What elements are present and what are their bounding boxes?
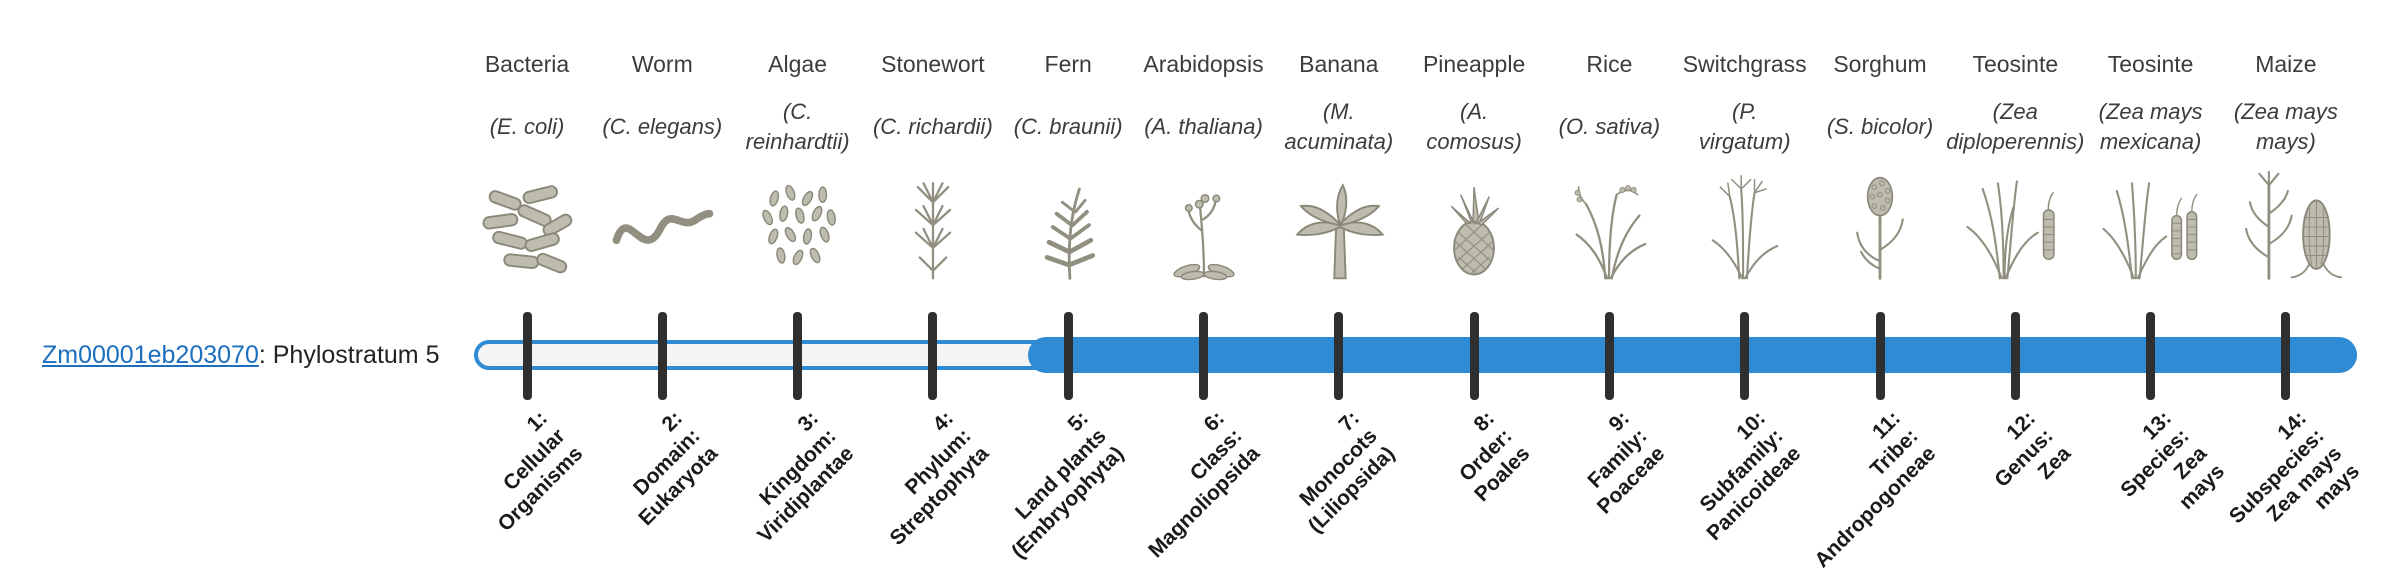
organism-scientific-name: (A. thaliana)	[1129, 94, 1279, 160]
organism-scientific-name: (C. elegans)	[587, 94, 737, 160]
organism-scientific-name-line: mays)	[2255, 129, 2316, 154]
algae-icon	[723, 168, 873, 284]
organism-name: Fern	[1044, 51, 1092, 77]
organism-column: Teosinte (Zea diploperennis)	[1940, 50, 2090, 284]
organism-scientific-name-line: (M.	[1322, 99, 1355, 124]
organism-column: Rice (O. sativa)	[1534, 50, 1684, 284]
rice-icon	[1534, 168, 1684, 284]
organism-scientific-name-line: (A. thaliana)	[1144, 114, 1263, 139]
organism-scientific-name: (Zea mays mexicana)	[2076, 94, 2226, 160]
phylostratum-tick	[1063, 312, 1073, 400]
organism-name: Worm	[631, 51, 693, 77]
phylostratum-tick	[2146, 312, 2156, 400]
organism-scientific-name-line: mexicana)	[2099, 129, 2202, 154]
stonewort-icon	[858, 168, 1008, 284]
organism-scientific-name: (C. braunii)	[993, 94, 1143, 160]
organism-column: Fern (C. braunii)	[993, 50, 1143, 284]
phylostratum-tick	[1740, 312, 1750, 400]
organism-scientific-name-line: (C.	[782, 99, 813, 124]
phylostratum-tick	[1604, 312, 1614, 400]
organism-scientific-name: (A. comosus)	[1399, 94, 1549, 160]
organism-name: Algae	[768, 51, 827, 77]
sorghum-icon	[1805, 168, 1955, 284]
organism-scientific-name: (O. sativa)	[1534, 94, 1684, 160]
organism-scientific-name-line: diploperennis)	[1946, 129, 2085, 154]
switchgrass-icon	[1670, 168, 1820, 284]
organism-scientific-name: (C. reinhardtii)	[723, 94, 873, 160]
phylostratum-tick	[657, 312, 667, 400]
organism-name: Switchgrass	[1682, 51, 1807, 77]
worm-icon	[587, 168, 737, 284]
organism-scientific-name-line: (Zea mays	[2233, 99, 2338, 124]
fern-icon	[993, 168, 1143, 284]
arabidopsis-icon	[1129, 168, 1279, 284]
phylostratum-bar-fill	[1028, 337, 2357, 373]
organism-column: Bacteria (E. coli)	[452, 50, 602, 284]
organism-scientific-name: (Zea mays mays)	[2211, 94, 2361, 160]
phylostratum-tick	[1199, 312, 1208, 400]
organism-name: Rice	[1586, 51, 1633, 77]
organism-name: Bacteria	[484, 51, 570, 77]
teosinte-icon	[1940, 168, 2090, 284]
organism-column: Teosinte (Zea mays mexicana)	[2076, 50, 2226, 284]
phylostratum-tick	[928, 312, 938, 400]
organism-scientific-name-line: (O. sativa)	[1558, 114, 1661, 139]
phylostratum-tick	[522, 312, 532, 400]
bacteria-icon	[452, 168, 602, 284]
phylostratum-tick	[1875, 312, 1885, 400]
organism-scientific-name-line: (C. braunii)	[1013, 114, 1123, 139]
organism-column: Worm (C. elegans)	[587, 50, 737, 284]
organism-scientific-name: (Zea diploperennis)	[1940, 94, 2090, 160]
organism-scientific-name-line: (S. bicolor)	[1826, 114, 1934, 139]
gene-phylostratum-text: : Phylostratum 5	[258, 341, 440, 369]
organism-scientific-name-line: (C. elegans)	[602, 114, 723, 139]
organism-scientific-name-line: reinhardtii)	[745, 129, 850, 154]
organism-scientific-name-line: (P.	[1732, 99, 1758, 124]
organism-column: Pineapple (A. comosus)	[1399, 50, 1549, 284]
organism-scientific-name-line: (E. coli)	[489, 114, 565, 139]
organism-column: Stonewort (C. richardii)	[858, 50, 1008, 284]
organism-name: Teosinte	[2107, 51, 2194, 77]
organism-scientific-name-line: virgatum)	[1698, 129, 1791, 154]
organism-column: Algae (C. reinhardtii)	[723, 50, 873, 284]
gene-id-link[interactable]: Zm00001eb203070	[42, 341, 259, 369]
organism-scientific-name-line: (C. richardii)	[872, 114, 993, 139]
organism-scientific-name-line: (A.	[1460, 99, 1489, 124]
banana-icon	[1264, 168, 1414, 284]
phylostratum-tick	[1334, 312, 1344, 400]
organism-column: Arabidopsis (A. thaliana)	[1129, 50, 1279, 284]
organism-column: Banana (M. acuminata)	[1264, 50, 1414, 284]
phylostratum-tick	[1469, 312, 1479, 400]
organism-column: Maize (Zea mays mays)	[2211, 50, 2361, 284]
organism-name: Maize	[2255, 51, 2317, 77]
organism-name: Banana	[1299, 51, 1379, 77]
organism-column: Sorghum (S. bicolor)	[1805, 50, 1955, 284]
organism-scientific-name: (P. virgatum)	[1670, 94, 1820, 160]
organism-column: Switchgrass (P. virgatum)	[1670, 50, 1820, 284]
organism-scientific-name-line: acuminata)	[1284, 129, 1394, 154]
pineapple-icon	[1399, 168, 1549, 284]
organism-scientific-name: (S. bicolor)	[1805, 94, 1955, 160]
organism-name: Stonewort	[881, 51, 985, 77]
organism-scientific-name-line: (Zea	[1992, 99, 2038, 124]
organism-name: Arabidopsis	[1143, 51, 1264, 77]
gene-label: Zm00001eb203070: Phylostratum 5	[42, 341, 440, 370]
phylostratum-tick	[2010, 312, 2020, 400]
organism-scientific-name-line: (Zea mays	[2098, 99, 2203, 124]
organism-scientific-name: (E. coli)	[452, 94, 602, 160]
organism-scientific-name: (M. acuminata)	[1264, 94, 1414, 160]
organism-name: Pineapple	[1422, 51, 1526, 77]
teosinte2-icon	[2076, 168, 2226, 284]
organism-name: Sorghum	[1833, 51, 1927, 77]
phylostratum-tick	[2281, 312, 2291, 400]
phylostratum-tick	[793, 312, 803, 400]
organism-scientific-name-line: comosus)	[1426, 129, 1522, 154]
organism-name: Teosinte	[1972, 51, 2059, 77]
maize-icon	[2211, 168, 2361, 284]
organism-scientific-name: (C. richardii)	[858, 94, 1008, 160]
